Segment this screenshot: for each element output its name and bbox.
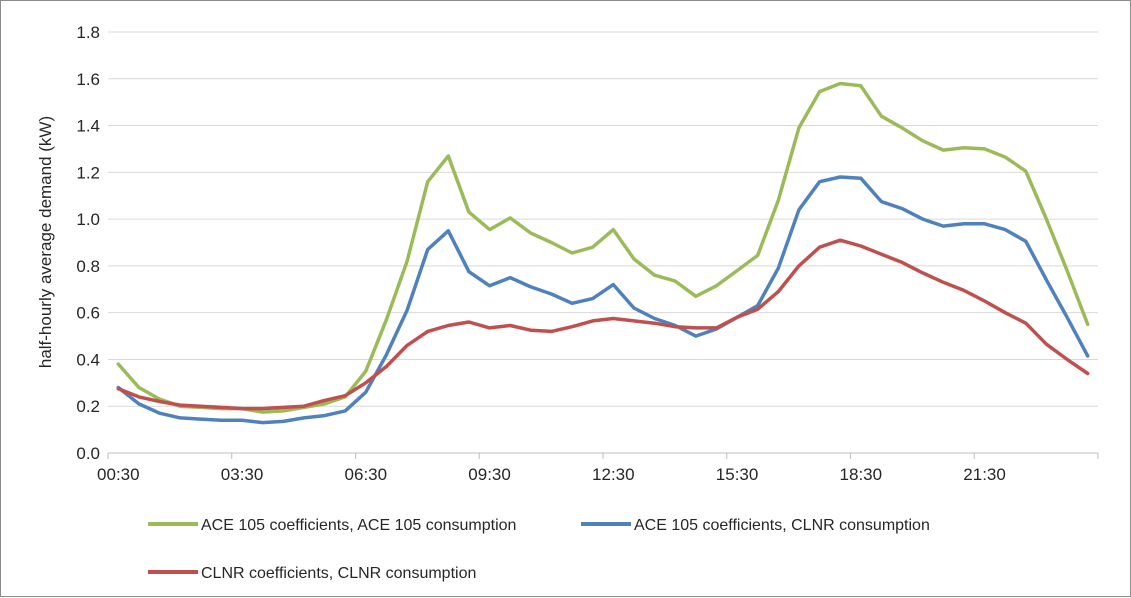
y-tick-label: 1.8 xyxy=(76,23,100,42)
axes: 0.0 0.2 0.4 0.6 0.8 1.0 1.2 1.4 1.6 1.8 00:30 03:30… xyxy=(76,23,1099,484)
y-axis-title: half-hourly average demand (kW) xyxy=(36,116,55,368)
x-tick-label: 00:30 xyxy=(97,465,140,484)
legend-label: CLNR coefficients, CLNR consumption xyxy=(201,565,476,582)
x-tick-label: 03:30 xyxy=(221,465,264,484)
legend: ACE 105 coefficients, ACE 105 consumptio… xyxy=(148,517,930,582)
series-line xyxy=(116,175,1090,425)
y-tick-label: 0.8 xyxy=(76,257,100,276)
series-line xyxy=(116,238,1090,411)
x-tick-label: 18:30 xyxy=(840,465,883,484)
x-tick-label: 09:30 xyxy=(468,465,511,484)
x-tick-label: 06:30 xyxy=(345,465,388,484)
legend-label: ACE 105 coefficients, CLNR consumption xyxy=(634,517,930,534)
series-lines xyxy=(116,81,1090,425)
y-tick-label: 1.4 xyxy=(76,117,100,136)
x-tick-label: 12:30 xyxy=(592,465,635,484)
legend-label: ACE 105 coefficients, ACE 105 consumptio… xyxy=(201,517,516,534)
series-line xyxy=(116,81,1090,414)
y-tick-label: 0.6 xyxy=(76,304,100,323)
x-tick-label: 15:30 xyxy=(716,465,759,484)
y-tick-label: 0.0 xyxy=(76,444,100,463)
y-tick-label: 1.2 xyxy=(76,163,100,182)
y-tick-label: 0.2 xyxy=(76,397,100,416)
y-tick-label: 1.0 xyxy=(76,210,100,229)
gridlines xyxy=(108,31,1098,407)
y-tick-label: 1.6 xyxy=(76,70,100,89)
x-tick-label: 21:30 xyxy=(963,465,1006,484)
y-tick-label: 0.4 xyxy=(76,350,100,369)
